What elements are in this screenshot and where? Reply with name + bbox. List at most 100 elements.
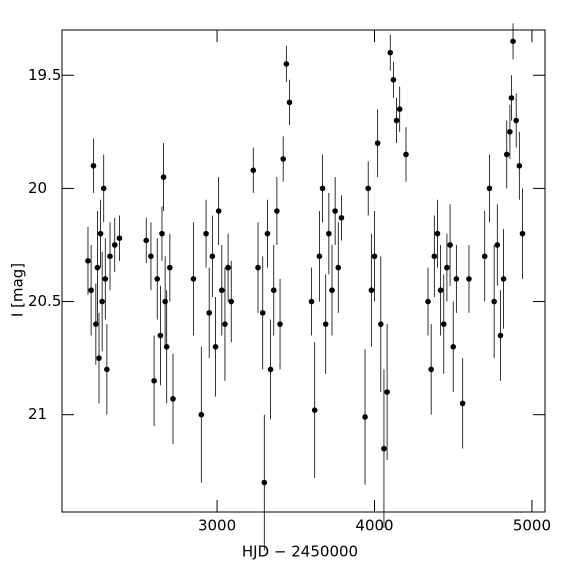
data-point: [280, 156, 286, 162]
data-point: [453, 276, 460, 282]
data-point: [107, 253, 113, 260]
data-point: [447, 242, 453, 248]
data-point: [459, 400, 466, 407]
data-point: [486, 185, 493, 192]
data-point: [206, 310, 212, 316]
x-tick-label: 3000: [198, 517, 236, 535]
data-point: [198, 411, 205, 418]
data-point: [308, 298, 315, 305]
data-point: [437, 287, 444, 294]
data-point: [362, 414, 368, 420]
data-point: [507, 129, 513, 135]
data-point: [519, 230, 526, 237]
data-point: [403, 151, 409, 158]
data-point: [440, 321, 447, 327]
data-point: [390, 76, 397, 83]
data-point: [434, 230, 441, 237]
data-point: [481, 253, 488, 260]
data-point: [96, 355, 102, 361]
data-point: [212, 344, 219, 350]
data-point: [264, 230, 271, 237]
data-point: [143, 237, 150, 244]
data-point: [170, 396, 176, 402]
data-point: [99, 298, 105, 305]
data-point: [500, 276, 507, 282]
data-point: [396, 106, 403, 113]
data-point: [261, 479, 268, 486]
data-point: [157, 332, 164, 339]
data-point: [329, 287, 335, 294]
data-point: [494, 242, 501, 248]
data-point: [203, 230, 209, 237]
data-point: [497, 332, 504, 339]
data-point: [431, 253, 438, 260]
data-point: [209, 253, 216, 260]
data-point: [167, 264, 173, 271]
data-point: [450, 344, 457, 350]
data-point: [316, 253, 323, 260]
y-tick-label: 21: [28, 405, 47, 423]
data-point: [428, 366, 434, 373]
y-tick-label: 20.5: [28, 292, 61, 310]
data-point: [154, 276, 161, 282]
data-point: [503, 151, 510, 158]
data-point: [387, 49, 394, 56]
data-point: [311, 407, 318, 413]
data-point: [102, 276, 109, 282]
data-point: [160, 174, 167, 180]
data-point: [277, 321, 283, 327]
data-point: [319, 185, 326, 192]
data-point: [94, 264, 101, 271]
data-point: [508, 95, 515, 101]
data-point: [97, 230, 104, 237]
data-point: [218, 287, 225, 294]
data-point: [381, 445, 387, 452]
data-point: [151, 377, 157, 384]
data-point: [491, 298, 497, 305]
data-point: [444, 264, 450, 271]
data-point: [283, 61, 290, 67]
y-axis-label: I [mag]: [9, 263, 27, 317]
data-point: [250, 167, 257, 174]
data-point: [225, 264, 231, 271]
data-point: [267, 366, 274, 373]
plot-frame: [61, 29, 546, 513]
data-point: [326, 230, 332, 237]
data-point: [163, 344, 170, 350]
data-point: [88, 287, 94, 294]
data-point: [100, 185, 107, 192]
data-point: [228, 298, 235, 305]
data-point: [513, 117, 519, 124]
data-point: [159, 230, 165, 237]
data-point: [377, 321, 384, 327]
data-point: [516, 162, 523, 169]
data-point: [466, 276, 472, 282]
data-point: [510, 38, 516, 45]
data-point: [332, 208, 338, 214]
y-tick-label: 20: [28, 179, 47, 197]
x-axis-label: HJD − 2450000: [242, 543, 358, 561]
data-point: [274, 208, 280, 214]
data-point: [255, 264, 261, 271]
data-point: [90, 162, 97, 169]
data-point: [393, 117, 400, 124]
data-point: [286, 99, 293, 106]
data-point: [104, 366, 110, 373]
data-point: [85, 258, 91, 264]
data-point: [190, 276, 197, 282]
x-tick-label: 5000: [513, 517, 551, 535]
data-point: [374, 140, 381, 146]
y-tick-label: 19.5: [28, 66, 61, 84]
data-point: [365, 185, 372, 192]
data-point: [322, 321, 329, 327]
data-point: [111, 242, 118, 248]
data-point: [215, 208, 222, 214]
x-tick-label: 4000: [355, 517, 393, 535]
data-point: [148, 253, 154, 260]
data-point: [384, 389, 390, 395]
data-point: [222, 321, 228, 327]
data-point: [425, 298, 431, 305]
data-point: [259, 310, 266, 316]
data-point: [338, 215, 345, 221]
